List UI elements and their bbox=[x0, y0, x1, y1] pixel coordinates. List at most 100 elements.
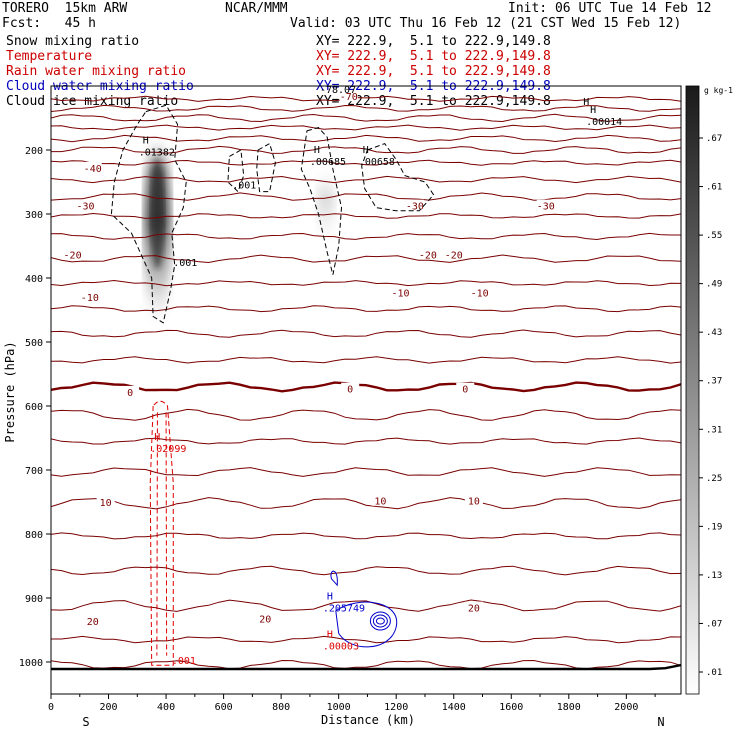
x-tick-label: 400 bbox=[157, 702, 175, 713]
forecast-hour: Fcst: 45 h bbox=[2, 16, 96, 31]
isotherm-line bbox=[51, 497, 681, 510]
snow-h-marker: H bbox=[143, 136, 149, 147]
colorbar-tick-label: .07 bbox=[706, 619, 722, 629]
cloud-water-contour bbox=[335, 601, 398, 648]
snow-max-value: .00658 bbox=[359, 157, 395, 168]
snow-h-marker: H bbox=[314, 145, 320, 156]
isotherm-line bbox=[51, 145, 681, 154]
isotherm-label: 20 bbox=[259, 614, 271, 625]
x-tick-label: 1400 bbox=[442, 702, 466, 713]
model-title: TORERO 15km ARW bbox=[2, 1, 128, 16]
isotherm-line bbox=[51, 104, 681, 112]
snow-shading-core bbox=[150, 159, 165, 269]
y-tick-label: 800 bbox=[25, 530, 43, 541]
isotherm-line bbox=[51, 192, 681, 201]
isotherm-line bbox=[51, 532, 681, 540]
cloud-water-ring bbox=[372, 614, 388, 628]
isotherm-line bbox=[51, 659, 681, 670]
isotherm-line bbox=[51, 467, 681, 477]
field-name-snow: Snow mixing ratio bbox=[6, 34, 140, 49]
x-tick-label: 200 bbox=[100, 702, 118, 713]
isotherm-line bbox=[51, 159, 681, 166]
isotherm-label: 0 bbox=[462, 385, 468, 396]
x-tick-label: 1600 bbox=[499, 702, 523, 713]
isotherm-label: -20 bbox=[445, 250, 463, 261]
colorbar-tick-label: .55 bbox=[706, 231, 722, 241]
colorbar-gradient bbox=[685, 85, 700, 695]
isotherm-label: -30 bbox=[406, 202, 424, 213]
y-tick-label: 600 bbox=[25, 402, 43, 413]
rain-contour-label: .001 bbox=[172, 656, 196, 667]
cloud-water-max-value: .205749 bbox=[323, 603, 365, 614]
snow-contour-label: .001 bbox=[232, 180, 256, 191]
isotherm-label: 0 bbox=[347, 385, 353, 396]
isotherm-line bbox=[51, 599, 681, 612]
y-tick-label: 900 bbox=[25, 594, 43, 605]
snow-contour bbox=[361, 142, 435, 212]
snow-contour bbox=[227, 149, 245, 193]
isotherm-line bbox=[51, 212, 681, 219]
cloud-water-h-marker: H bbox=[327, 591, 333, 602]
isotherm-label: -70 bbox=[340, 92, 358, 103]
isotherm-line bbox=[51, 279, 681, 287]
isotherm-line bbox=[51, 134, 681, 143]
isotherm-label: 10 bbox=[468, 497, 480, 508]
isotherm-label: -30 bbox=[537, 202, 555, 213]
left-endpoint-label: S bbox=[82, 715, 89, 729]
plot-frame bbox=[50, 85, 682, 695]
isotherm-label: 0 bbox=[127, 388, 133, 399]
rain-max-value: .00003 bbox=[323, 642, 359, 653]
colorbar-tick-label: .25 bbox=[706, 474, 722, 484]
x-tick-label: 800 bbox=[272, 702, 290, 713]
rain-contour bbox=[149, 400, 174, 666]
isotherm-line bbox=[51, 329, 681, 338]
snow-contour bbox=[300, 127, 343, 275]
rain-h-marker: H bbox=[327, 630, 333, 641]
colorbar-tick-label: .01 bbox=[706, 668, 722, 678]
colorbar-tick-label: .19 bbox=[706, 522, 722, 532]
isotherm-label: -10 bbox=[391, 289, 409, 300]
y-tick-label: 200 bbox=[25, 146, 43, 157]
isotherm-label: -10 bbox=[471, 289, 489, 300]
isotherm-line bbox=[51, 381, 681, 393]
snow-contour bbox=[110, 104, 187, 324]
field-xy-temperature: XY= 222.9, 5.1 to 222.9,149.8 bbox=[316, 49, 551, 64]
isotherm-label: 10 bbox=[100, 498, 112, 509]
rain-h-marker: H bbox=[154, 432, 160, 443]
isotherm-line bbox=[51, 408, 681, 421]
field-xy-snow: XY= 222.9, 5.1 to 222.9,149.8 bbox=[316, 34, 551, 49]
colorbar-tick-label: .67 bbox=[706, 134, 722, 144]
isotherm-line bbox=[51, 305, 681, 313]
x-tick-label: 1800 bbox=[557, 702, 581, 713]
isotherm-line bbox=[51, 124, 681, 131]
colorbar-tick-label: .13 bbox=[706, 571, 722, 581]
x-axis-label: Distance (km) bbox=[321, 713, 415, 727]
y-axis-label: Pressure (hPa) bbox=[3, 341, 17, 442]
snow-max-value: .00685 bbox=[310, 157, 346, 168]
isotherm-line bbox=[51, 356, 681, 364]
annotation-label: H bbox=[583, 97, 589, 108]
x-tick-label: 2000 bbox=[614, 702, 638, 713]
snow-shading-secondary bbox=[316, 162, 335, 253]
isotherm-line bbox=[51, 254, 681, 264]
field-name-rain: Rain water mixing ratio bbox=[6, 64, 187, 79]
colorbar-tick-label: .49 bbox=[706, 280, 722, 290]
valid-time: Valid: 03 UTC Thu 16 Feb 12 (21 CST Wed … bbox=[290, 16, 682, 31]
rain-max-value: .02099 bbox=[150, 444, 186, 455]
field-xy-rain: XY= 222.9, 5.1 to 222.9,149.8 bbox=[316, 64, 551, 79]
cloud-water-ring bbox=[369, 611, 391, 631]
isotherm-line bbox=[51, 437, 681, 445]
x-tick-label: 1200 bbox=[384, 702, 408, 713]
colorbar: .01 .07 .13 .19 .25 .31 .37 .43 .49 .55 .61 .67 bbox=[685, 85, 722, 695]
isotherm-label: 20 bbox=[87, 617, 99, 628]
isotherm-line bbox=[51, 95, 681, 102]
isotherm-line bbox=[51, 232, 681, 241]
field-xy-cloud-ice: XY= 222.9, 5.1 to 222.9,149.8 bbox=[316, 94, 551, 109]
isotherm-line bbox=[51, 635, 681, 644]
snow-h-marker: H bbox=[363, 145, 369, 156]
colorbar-tick-label: .43 bbox=[706, 328, 722, 338]
rain-contour-inner bbox=[156, 412, 168, 656]
x-tick-label: 600 bbox=[215, 702, 233, 713]
y-tick-label: 500 bbox=[25, 338, 43, 349]
